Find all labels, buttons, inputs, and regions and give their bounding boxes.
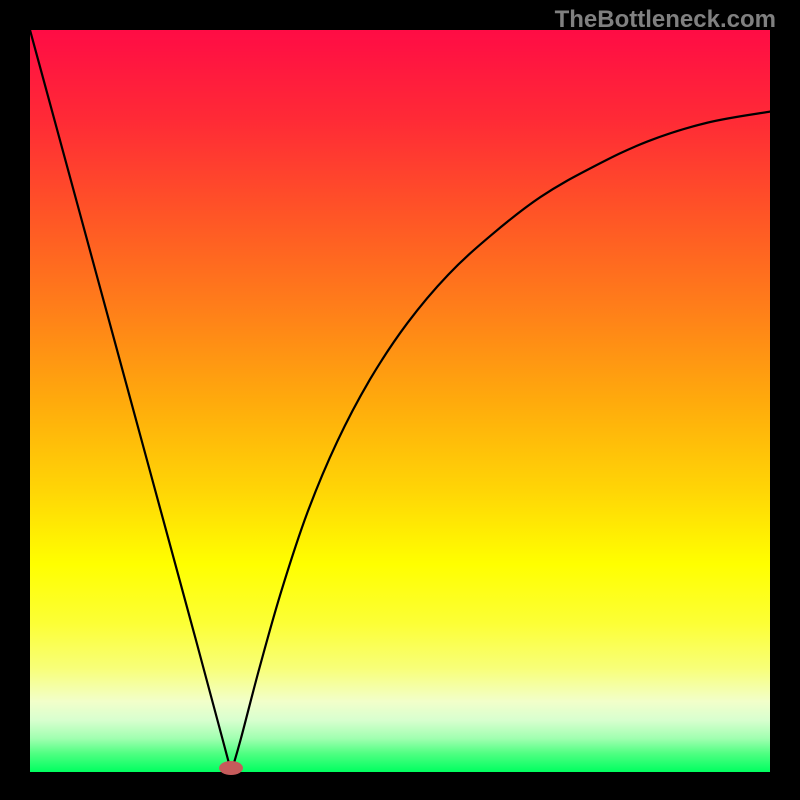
bottleneck-curve bbox=[30, 30, 770, 772]
chart-container: TheBottleneck.com bbox=[0, 0, 800, 800]
minimum-marker bbox=[219, 761, 243, 775]
curve-path bbox=[30, 30, 770, 772]
plot-area bbox=[30, 30, 770, 772]
